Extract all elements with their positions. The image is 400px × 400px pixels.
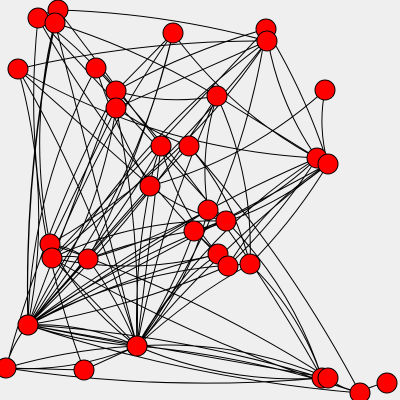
graph-edge: [87, 230, 195, 260]
graph-edge: [27, 90, 117, 326]
graph-node: [217, 255, 239, 277]
graph-edge: [136, 345, 323, 380]
graph-edge: [26, 22, 56, 326]
graph-edge: [5, 367, 323, 384]
graph-edge: [17, 68, 318, 159]
graph-edge: [115, 28, 267, 92]
graph-node: [73, 359, 95, 381]
graph-node: [178, 135, 200, 157]
graph-edge: [17, 40, 268, 70]
graph-edge: [57, 9, 268, 42]
graph-edge: [193, 157, 318, 232]
graph-edge: [49, 40, 268, 245]
graph-edge: [54, 22, 218, 97]
graph-edge: [27, 324, 138, 347]
graph-edge: [39, 9, 59, 245]
graph-edge: [204, 95, 218, 211]
graph-node: [314, 79, 336, 101]
graph-edge: [17, 68, 138, 347]
graph-edge: [27, 107, 117, 326]
graph-node: [150, 135, 172, 157]
graph-node: [317, 367, 339, 389]
graph-node: [85, 57, 107, 79]
graph-edge: [136, 95, 218, 347]
graph-edge: [115, 40, 268, 109]
graph-node: [44, 12, 66, 34]
graph-edge: [172, 32, 329, 165]
graph-edge: [87, 258, 138, 347]
graph-edge: [136, 28, 267, 347]
graph-node: [349, 382, 371, 400]
graph-node: [215, 210, 237, 232]
graph-node: [239, 253, 261, 275]
graph-edge: [51, 257, 138, 347]
graph-edge: [188, 145, 251, 265]
graph-edge: [87, 32, 174, 260]
graph-node: [317, 153, 339, 175]
graph-edge: [216, 95, 318, 159]
graph-edge: [249, 263, 323, 379]
graph-edge: [27, 157, 318, 326]
graph-node: [376, 372, 398, 394]
graph-edge: [115, 107, 139, 347]
graph-edge: [27, 265, 229, 326]
graph-edge: [49, 107, 117, 245]
graph-edge: [27, 209, 209, 326]
graph-edge: [54, 22, 138, 347]
graph-edge: [5, 345, 138, 369]
graph-edge: [27, 67, 97, 326]
graph-edge: [51, 220, 227, 259]
graph-node: [162, 22, 184, 44]
graph-node: [256, 30, 278, 52]
graph-node: [126, 335, 148, 357]
graph-edge: [188, 145, 361, 394]
graph-edge: [87, 209, 209, 260]
graph-edge: [136, 145, 162, 347]
graph-edge: [37, 17, 195, 232]
graph-edge: [136, 230, 195, 347]
graph-edge: [115, 90, 218, 101]
graph-edge: [27, 324, 329, 379]
graph-node: [139, 175, 161, 197]
graph-node: [17, 314, 39, 336]
graph-node: [183, 220, 205, 242]
graph-edge: [27, 95, 218, 326]
graph-edge: [136, 253, 219, 347]
graph-edge: [33, 17, 85, 371]
graph-edge: [17, 68, 40, 326]
graph-edge: [95, 67, 151, 187]
graph-edge: [27, 324, 323, 379]
graph-edge: [51, 40, 268, 259]
graph-edge: [27, 163, 329, 326]
graph-node: [105, 97, 127, 119]
graph-edge: [5, 90, 117, 369]
graph-node: [0, 357, 17, 379]
edge-layer: [5, 9, 388, 394]
graph-edge: [17, 68, 151, 187]
graph-edge: [37, 17, 227, 222]
graph-edge: [227, 157, 318, 267]
graph-node: [206, 85, 228, 107]
graph-edge: [136, 344, 329, 379]
graph-edge: [27, 324, 361, 394]
graph-node: [7, 58, 29, 80]
graph-node: [197, 199, 219, 221]
graph-edge: [149, 89, 326, 187]
graph-edge: [249, 163, 329, 265]
graph-node: [41, 247, 63, 269]
graph-edge: [160, 145, 219, 255]
graph-node: [77, 248, 99, 270]
graph-edge: [227, 163, 329, 267]
graph-edge: [57, 9, 162, 147]
